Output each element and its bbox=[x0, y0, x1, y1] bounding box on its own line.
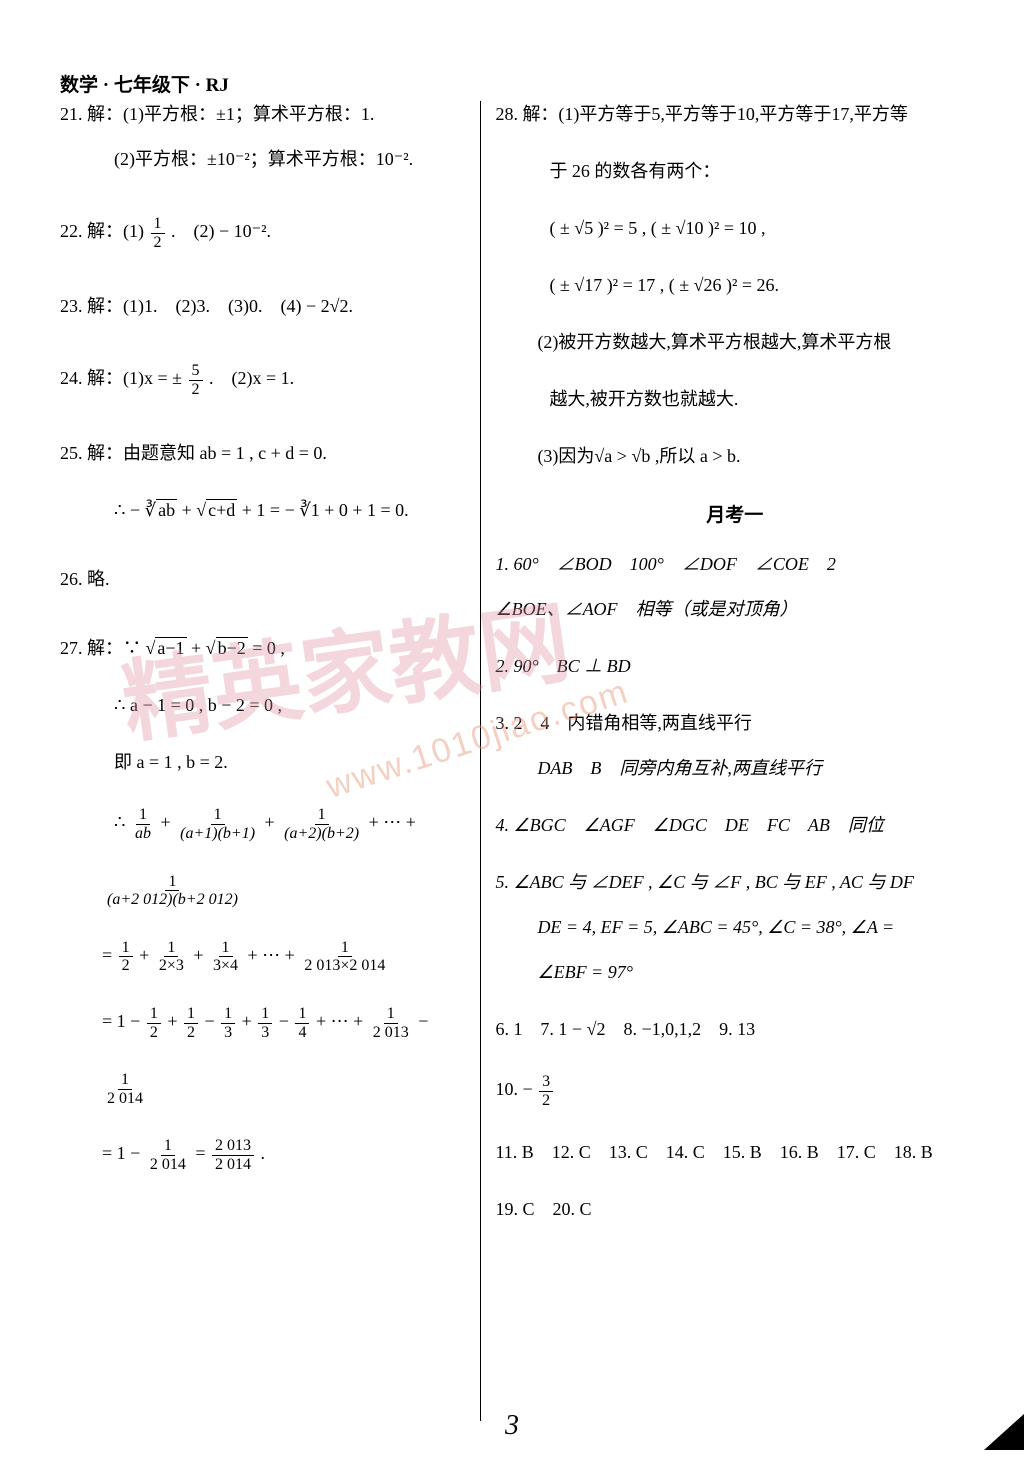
r19-20: 19. C 20. C bbox=[495, 1196, 974, 1223]
q25b: ∴ − ∛ab + √c+d + 1 = − ∛1 + 0 + 1 = 0. bbox=[60, 497, 468, 524]
frac-h3b: 13 bbox=[258, 1005, 272, 1041]
eq: = bbox=[195, 1144, 210, 1164]
q27: 27. 解：∵ √a−1 + √b−2 = 0 , bbox=[60, 635, 468, 662]
q25: 25. 解：由题意知 ab = 1 , c + d = 0. bbox=[60, 440, 468, 467]
r1: 1. 60° ∠BOD 100° ∠DOF ∠COE 2 bbox=[495, 551, 974, 578]
section-title: 月考一 bbox=[495, 500, 974, 527]
minus: − bbox=[204, 1011, 219, 1031]
q22-pre: 22. 解：(1) bbox=[60, 221, 144, 241]
eq2-pre: = 1 − bbox=[102, 1011, 145, 1031]
plus: + bbox=[167, 1011, 182, 1031]
columns: 21. 解：(1)平方根：±1；算术平方根：1. (2)平方根：±10⁻²；算术… bbox=[60, 101, 974, 1421]
frac-h2013: 12 013 bbox=[370, 1005, 412, 1041]
plus: + bbox=[242, 1011, 257, 1031]
q28f: 越大,被开方数也就越大. bbox=[495, 386, 974, 413]
q27b: ∴ a − 1 = 0 , b − 2 = 0 , bbox=[60, 692, 468, 719]
tail: − bbox=[418, 1011, 428, 1031]
r3b: DAB B 同旁内角互补,两直线平行 bbox=[495, 755, 974, 782]
frac-1-a1b1: 1(a+1)(b+1) bbox=[177, 806, 258, 842]
r5c: ∠EBF = 97° bbox=[495, 959, 974, 986]
plus: + bbox=[182, 500, 197, 520]
corner-decoration bbox=[984, 1414, 1024, 1450]
frac-h3: 13 bbox=[221, 1005, 235, 1041]
q25b-post: + 1 = − ∛1 + 0 + 1 = 0. bbox=[242, 500, 409, 520]
frac-2014: 12 014 bbox=[104, 1071, 146, 1107]
frac-big: 1(a+2 012)(b+2 012) bbox=[104, 873, 241, 909]
sqrt-cd: √c+d bbox=[196, 499, 237, 520]
frac-2013-2014: 2 0132 014 bbox=[212, 1137, 254, 1173]
r10-pre: 10. − bbox=[495, 1079, 537, 1099]
q24-pre: 24. 解：(1)x = ± bbox=[60, 368, 187, 388]
minus: − bbox=[279, 1011, 294, 1031]
frac-h2: 12 bbox=[147, 1005, 161, 1041]
plus: + bbox=[265, 813, 280, 833]
r2: 2. 90° BC ⊥ BD bbox=[495, 653, 974, 680]
frac-1-a2b2: 1(a+2)(b+2) bbox=[281, 806, 362, 842]
column-right: 28. 解：(1)平方等于5,平方等于10,平方等于17,平方等 于 26 的数… bbox=[480, 101, 974, 1421]
q21-2: (2)平方根：±10⁻²；算术平方根：10⁻². bbox=[60, 146, 468, 173]
q27d: ∴ 1ab + 1(a+1)(b+1) + 1(a+2)(b+2) + ⋯ + bbox=[60, 806, 468, 842]
q22-post: . (2) − 10⁻². bbox=[171, 221, 271, 241]
frac-h4: 14 bbox=[295, 1005, 309, 1041]
frac-1-2: 12 bbox=[151, 215, 165, 251]
dots: + ⋯ + bbox=[316, 1011, 368, 1031]
q27c: 即 a = 1 , b = 2. bbox=[60, 749, 468, 776]
plus: + bbox=[193, 945, 208, 965]
plus: + bbox=[139, 945, 154, 965]
page: 数学 · 七年级下 · RJ 21. 解：(1)平方根：±1；算术平方根：1. … bbox=[0, 0, 1024, 1470]
r5: 5. ∠ABC 与 ∠DEF , ∠C 与 ∠F , BC 与 EF , AC … bbox=[495, 869, 974, 896]
frac-h2b: 12 bbox=[184, 1005, 198, 1041]
q27g: = 1 − 12 + 12 − 13 + 13 − 14 + ⋯ + 12 01… bbox=[60, 1005, 468, 1041]
plus: + bbox=[160, 813, 175, 833]
r4: 4. ∠BGC ∠AGF ∠DGC DE FC AB 同位 bbox=[495, 812, 974, 839]
r5b: DE = 4, EF = 5, ∠ABC = 45°, ∠C = 38°, ∠A… bbox=[495, 914, 974, 941]
frac-3-2: 32 bbox=[539, 1073, 553, 1109]
dots: + ⋯ + bbox=[248, 945, 300, 965]
q27e: 1(a+2 012)(b+2 012) bbox=[60, 873, 468, 909]
frac-last: 12 013×2 014 bbox=[301, 939, 388, 975]
q27d-pre: ∴ bbox=[114, 813, 130, 833]
dots: + ⋯ + bbox=[369, 813, 416, 833]
eq: = bbox=[102, 945, 117, 965]
q28d: ( ± √17 )² = 17 , ( ± √26 )² = 26. bbox=[495, 272, 974, 299]
q28e: (2)被开方数越大,算术平方根越大,算术平方根 bbox=[495, 329, 974, 356]
q26: 26. 略. bbox=[60, 566, 468, 593]
frac-5-2: 52 bbox=[189, 362, 203, 398]
frac-34: 13×4 bbox=[210, 939, 241, 975]
page-number: 3 bbox=[505, 1410, 519, 1442]
q27h: 12 014 bbox=[60, 1071, 468, 1107]
r1b: ∠BOE、∠AOF 相等（或是对顶角） bbox=[495, 596, 974, 623]
eq3-pre: = 1 − bbox=[102, 1144, 145, 1164]
q22: 22. 解：(1) 12 . (2) − 10⁻². bbox=[60, 215, 468, 251]
q23: 23. 解：(1)1. (2)3. (3)0. (4) − 2√2. bbox=[60, 293, 468, 320]
frac-1-ab: 1ab bbox=[132, 806, 154, 842]
column-left: 21. 解：(1)平方根：±1；算术平方根：1. (2)平方根：±10⁻²；算术… bbox=[60, 101, 480, 1421]
q28c: ( ± √5 )² = 5 , ( ± √10 )² = 10 , bbox=[495, 215, 974, 242]
q27f: = 12 + 12×3 + 13×4 + ⋯ + 12 013×2 014 bbox=[60, 939, 468, 975]
q28b: 于 26 的数各有两个： bbox=[495, 158, 974, 185]
frac-23: 12×3 bbox=[156, 939, 187, 975]
dot: . bbox=[260, 1144, 265, 1164]
frac-12: 12 bbox=[119, 939, 133, 975]
r6-9: 6. 1 7. 1 − √2 8. −1,0,1,2 9. 13 bbox=[495, 1016, 974, 1043]
q24: 24. 解：(1)x = ± 52 . (2)x = 1. bbox=[60, 362, 468, 398]
q28: 28. 解：(1)平方等于5,平方等于10,平方等于17,平方等 bbox=[495, 101, 974, 128]
q27i: = 1 − 12 014 = 2 0132 014 . bbox=[60, 1137, 468, 1173]
cbrt-ab: ∛ab bbox=[145, 499, 177, 520]
page-header: 数学 · 七年级下 · RJ bbox=[60, 70, 974, 97]
q25b-pre: ∴ − bbox=[114, 500, 145, 520]
r10: 10. − 32 bbox=[495, 1073, 974, 1109]
q21-1: 21. 解：(1)平方根：±1；算术平方根：1. bbox=[60, 101, 468, 128]
q28g: (3)因为√a > √b ,所以 a > b. bbox=[495, 443, 974, 470]
r3: 3. 2 4 内错角相等,两直线平行 bbox=[495, 710, 974, 737]
frac-1-2014b: 12 014 bbox=[147, 1137, 189, 1173]
r11-18: 11. B 12. C 13. C 14. C 15. B 16. B 17. … bbox=[495, 1139, 974, 1166]
q24-post: . (2)x = 1. bbox=[209, 368, 294, 388]
